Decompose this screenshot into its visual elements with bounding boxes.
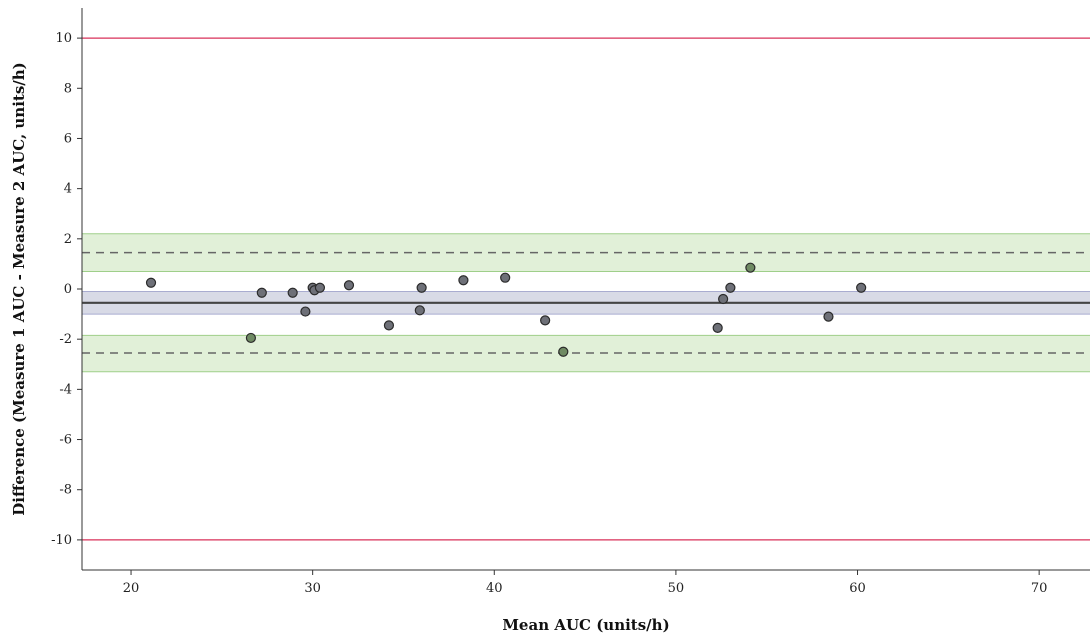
data-point xyxy=(145,277,157,288)
data-point xyxy=(823,311,834,322)
y-tick-label: 4 xyxy=(64,182,72,197)
y-tick-label: -10 xyxy=(51,533,72,548)
data-point xyxy=(256,287,267,298)
y-tick-label: 2 xyxy=(64,232,72,247)
data-point xyxy=(540,315,551,326)
y-tick-label: -4 xyxy=(59,382,72,397)
data-point xyxy=(725,282,736,293)
y-tick-label: 6 xyxy=(64,131,72,146)
data-point xyxy=(314,282,326,293)
y-tick-label: -2 xyxy=(59,332,72,347)
data-point xyxy=(416,282,427,293)
y-tick-label: -8 xyxy=(59,483,72,498)
x-axis-title: Mean AUC (units/h) xyxy=(502,616,669,634)
x-tick-label: 40 xyxy=(486,581,503,596)
data-point xyxy=(712,322,723,333)
data-point xyxy=(558,346,569,357)
data-point xyxy=(856,282,867,293)
data-point xyxy=(245,332,257,344)
x-tick-label: 60 xyxy=(849,581,866,596)
y-tick-label: 0 xyxy=(64,282,72,297)
data-point xyxy=(300,306,311,317)
y-tick-label: 10 xyxy=(55,31,72,46)
data-point xyxy=(718,293,729,305)
data-point xyxy=(343,280,355,291)
x-tick-label: 50 xyxy=(668,581,685,596)
x-tick-label: 20 xyxy=(123,581,140,596)
y-tick-label: -6 xyxy=(59,433,72,448)
x-tick-label: 70 xyxy=(1031,581,1048,596)
data-points xyxy=(145,262,867,357)
axes xyxy=(81,8,1090,571)
data-point xyxy=(287,287,298,298)
y-ticks: -10 -8 -6 -4 -2 0 2 4 6 8 10 xyxy=(51,31,82,548)
y-tick-label: 8 xyxy=(64,81,72,96)
data-point xyxy=(500,272,511,283)
data-point xyxy=(458,275,469,286)
data-point xyxy=(383,320,395,331)
data-point xyxy=(414,305,425,316)
data-point xyxy=(745,262,756,273)
reference-lines xyxy=(82,37,1090,541)
x-tick-label: 30 xyxy=(304,581,321,596)
x-ticks: 20 30 40 50 60 70 xyxy=(123,570,1048,596)
y-axis-title: Difference (Measure 1 AUC - Measure 2 AU… xyxy=(10,62,28,516)
